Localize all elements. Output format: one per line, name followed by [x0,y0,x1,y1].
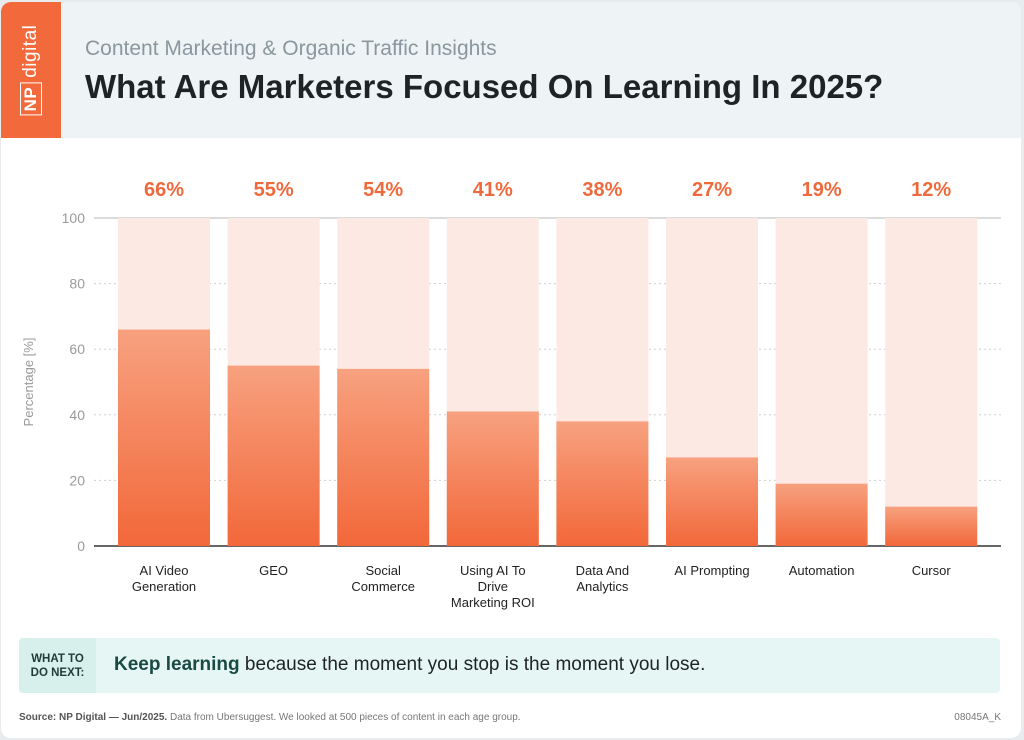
x-tick-label: Social Commerce [351,563,415,594]
page-title: What Are Marketers Focused On Learning I… [85,68,884,105]
y-tick-label: 60 [69,341,85,357]
y-tick-label: 80 [69,276,85,292]
x-tick-label-line: Cursor [912,563,952,578]
x-tick-label-line: AI Video [140,563,189,578]
source-text: Data from Ubersuggest. We looked at 500 … [167,712,521,723]
data-label: 19% [802,179,842,201]
source-note: Source: NP Digital — Jun/2025. Data from… [19,712,521,723]
y-tick-label: 100 [62,210,86,226]
x-tick-label-line: Automation [789,563,855,578]
bar [227,365,320,546]
cta-label-box: WHAT TO DO NEXT: [19,638,96,693]
cta-strong: Keep learning [114,654,240,675]
x-tick-label: Cursor [912,563,952,578]
bar [666,457,758,546]
y-tick-label: 0 [77,538,85,554]
cta-label: WHAT TO DO NEXT: [30,652,85,679]
y-tick-label: 40 [69,407,85,423]
x-tick-label-line: GEO [259,563,288,578]
x-tick-label-line: Generation [132,579,196,594]
bar [337,368,430,546]
source-strong: Source: NP Digital — Jun/2025. [19,712,168,723]
y-axis-label: Percentage [%] [21,338,36,427]
x-tick-label-line: Marketing ROI [451,595,535,610]
data-label: 55% [254,179,294,201]
x-tick-label: Data And Analytics [576,563,630,594]
data-label: 66% [144,179,184,201]
data-label: 12% [911,179,951,201]
x-tick-label: GEO [259,563,288,578]
what-to-do-next-banner: WHAT TO DO NEXT: Keep learning because t… [19,638,1000,693]
x-tick-label-line: Using AI To [460,563,526,578]
bar [775,483,868,546]
page-subtitle: Content Marketing & Organic Traffic Insi… [85,37,497,60]
x-tick-label: AI Video Generation [132,563,196,594]
cta-message: Keep learning because the moment you sto… [114,654,705,676]
x-tick-label: Using AI To Drive Marketing ROI [451,563,535,610]
x-tick-label-line: AI Prompting [674,563,749,578]
brand-logo: NP digital [1,2,61,138]
x-tick-label-line: Commerce [351,579,415,594]
x-tick-label: AI Prompting [674,563,749,578]
header: NP digital Content Marketing & Organic T… [1,2,1021,138]
bar [885,506,978,546]
bar [556,421,649,546]
data-label: 54% [363,179,403,201]
bar [446,411,539,546]
x-tick-label-line: Social [365,563,401,578]
cta-rest: because the moment you stop is the momen… [239,654,706,675]
x-tick-label-line: Analytics [576,579,629,594]
data-label: 38% [582,179,622,201]
bar [118,329,210,546]
figure-code: 08045A_K [954,712,1001,723]
x-tick-label-line: Data And [576,563,630,578]
data-label: 27% [692,179,732,201]
x-tick-label: Automation [789,563,855,578]
y-tick-label: 20 [69,472,85,488]
x-tick-label-line: Drive [478,579,508,594]
data-label: 41% [473,179,513,201]
bar-chart: 0 20 40 60 80 100 Percentage [%] 66% AI Video Gen… [21,179,1001,610]
bar-track [885,218,978,546]
